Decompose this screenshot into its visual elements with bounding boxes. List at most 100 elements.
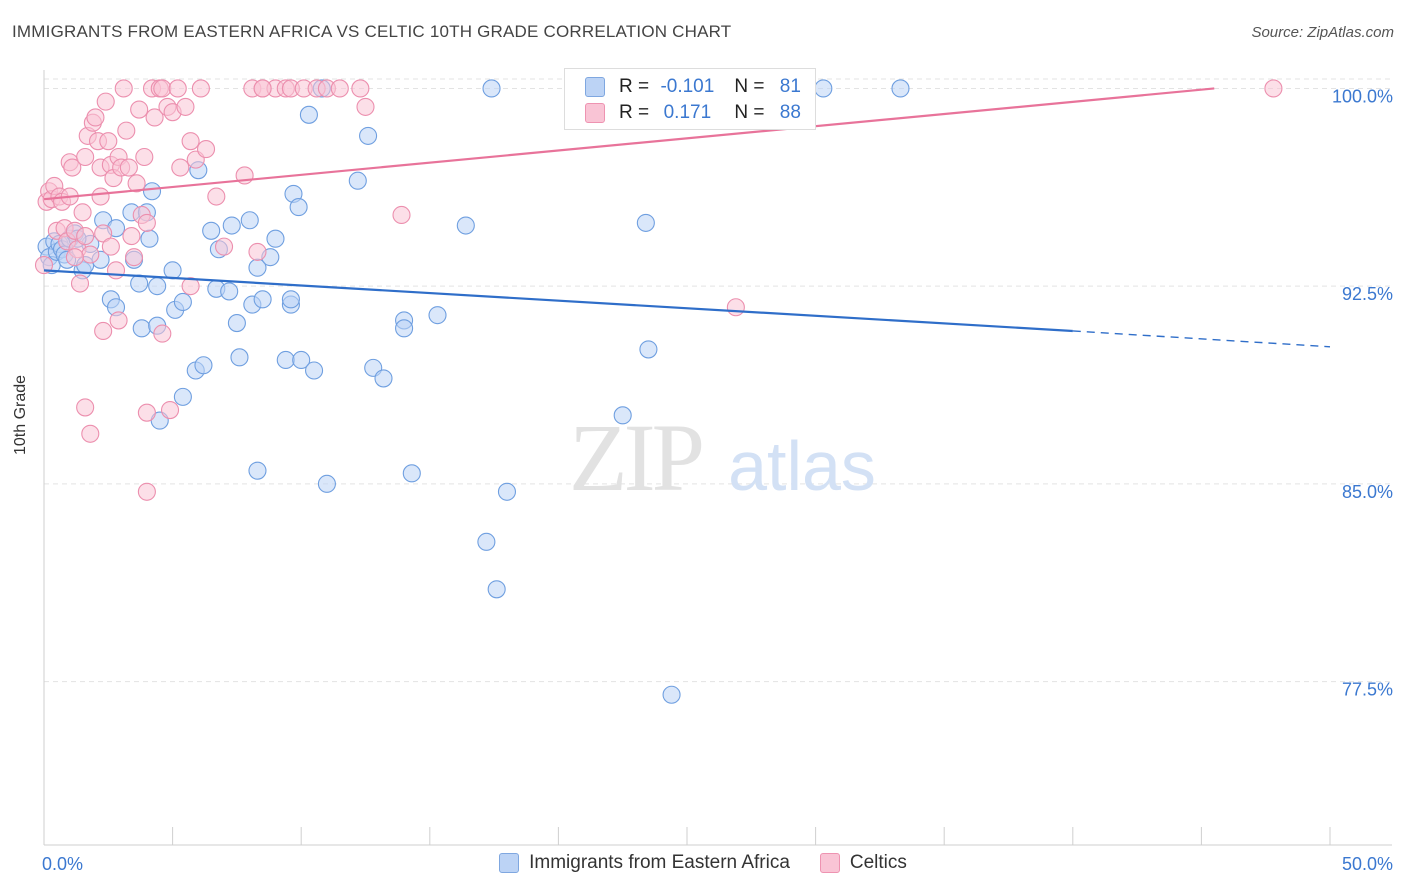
- legend-label: Immigrants from Eastern Africa: [529, 852, 790, 873]
- data-point-immigrants: [148, 277, 167, 296]
- data-point-immigrants: [266, 229, 285, 248]
- data-point-celtics: [122, 227, 141, 246]
- data-point-immigrants: [636, 213, 655, 232]
- data-point-immigrants: [289, 198, 308, 217]
- trend-line-immigrants-extension: [1072, 330, 1331, 348]
- data-point-immigrants: [497, 482, 517, 501]
- data-point-immigrants: [428, 306, 447, 325]
- data-point-immigrants: [222, 216, 241, 235]
- watermark: ZIP atlas: [569, 404, 876, 511]
- data-point-celtics: [207, 187, 226, 206]
- data-point-celtics: [176, 97, 195, 116]
- data-point-immigrants: [402, 464, 421, 483]
- series-immigrants-eastern-africa: [37, 79, 910, 704]
- data-point-celtics: [330, 79, 349, 98]
- data-point-immigrants: [292, 350, 311, 370]
- pink-swatch-icon: [585, 103, 605, 123]
- data-point-immigrants: [395, 319, 414, 338]
- data-point-celtics: [130, 100, 149, 119]
- data-point-celtics: [1264, 79, 1283, 98]
- trend-lines: [43, 87, 1331, 348]
- data-point-celtics: [101, 237, 120, 256]
- blue-swatch-icon: [585, 77, 605, 97]
- data-point-celtics: [153, 79, 172, 98]
- n-label: N =: [734, 102, 770, 123]
- data-point-immigrants: [891, 79, 910, 98]
- data-point-celtics: [160, 401, 180, 420]
- blue-swatch-icon: [499, 853, 520, 873]
- data-point-immigrants: [194, 356, 213, 375]
- stats-row-pink: R = 0.171 N = 88: [585, 100, 801, 126]
- data-point-immigrants: [173, 387, 192, 406]
- data-point-celtics: [181, 277, 200, 296]
- data-point-celtics: [91, 187, 110, 206]
- data-point-immigrants: [248, 461, 267, 480]
- y-tick-label: 92.5%: [1342, 284, 1393, 304]
- series-celtics: [34, 79, 1283, 501]
- r-label: R =: [619, 76, 655, 97]
- y-tick-label: 100.0%: [1332, 86, 1393, 106]
- source-label: Source: ZipAtlas.com: [1251, 24, 1394, 41]
- axes: [43, 70, 1392, 846]
- r-value: 0.171: [663, 102, 712, 123]
- data-point-celtics: [73, 203, 92, 222]
- data-point-celtics: [76, 227, 95, 246]
- data-point-immigrants: [613, 406, 632, 425]
- data-point-immigrants: [281, 290, 300, 309]
- data-point-celtics: [109, 311, 128, 330]
- data-point-celtics: [81, 424, 100, 443]
- y-tick-label: 77.5%: [1342, 680, 1393, 700]
- data-point-celtics: [351, 79, 370, 98]
- data-point-immigrants: [163, 261, 182, 280]
- data-point-celtics: [70, 274, 90, 293]
- data-point-immigrants: [477, 532, 496, 551]
- data-point-celtics: [76, 398, 95, 417]
- data-point-celtics: [96, 92, 115, 111]
- data-point-celtics: [214, 237, 234, 256]
- data-point-celtics: [196, 140, 216, 159]
- data-point-celtics: [127, 174, 146, 193]
- trend-line-immigrants: [43, 269, 1073, 333]
- data-point-celtics: [137, 482, 156, 501]
- data-point-celtics: [76, 147, 95, 167]
- data-point-celtics: [137, 403, 156, 422]
- stats-legend-box: R = -0.101 N = 81 R = 0.171 N = 88: [564, 68, 816, 130]
- n-label: N =: [734, 76, 770, 97]
- data-point-celtics: [168, 79, 187, 98]
- data-point-immigrants: [140, 229, 159, 248]
- data-point-celtics: [135, 147, 154, 167]
- n-value: 81: [779, 76, 801, 97]
- data-point-celtics: [181, 132, 200, 151]
- data-point-immigrants: [487, 580, 506, 599]
- data-point-immigrants: [456, 216, 475, 235]
- data-point-celtics: [65, 248, 84, 267]
- legend-label: Celtics: [849, 852, 907, 873]
- data-point-immigrants: [482, 79, 501, 98]
- data-point-immigrants: [240, 211, 259, 230]
- data-point-immigrants: [227, 314, 246, 333]
- y-tick-labels: 100.0% 92.5% 85.0% 77.5%: [1332, 86, 1393, 699]
- data-point-immigrants: [276, 350, 295, 370]
- data-point-celtics: [153, 324, 172, 343]
- data-point-celtics: [86, 108, 105, 127]
- data-point-celtics: [81, 245, 100, 264]
- pink-swatch-icon: [819, 853, 840, 873]
- watermark-zip: ZIP: [569, 404, 702, 511]
- data-point-immigrants: [130, 274, 149, 293]
- legend-item-immigrants: Immigrants from Eastern Africa: [499, 852, 790, 874]
- data-point-immigrants: [662, 685, 681, 704]
- data-point-immigrants: [348, 171, 367, 190]
- data-point-celtics: [356, 97, 375, 116]
- data-point-immigrants: [220, 282, 239, 301]
- data-point-celtics: [94, 321, 113, 341]
- data-point-celtics: [253, 79, 272, 98]
- data-point-celtics: [248, 242, 267, 261]
- x-tick-label: 0.0%: [42, 854, 83, 874]
- watermark-atlas: atlas: [728, 427, 876, 505]
- data-point-celtics: [137, 213, 156, 232]
- r-label: R =: [619, 102, 655, 123]
- data-point-immigrants: [374, 369, 393, 388]
- data-point-immigrants: [230, 348, 249, 367]
- data-point-immigrants: [299, 105, 318, 124]
- legend-item-celtics: Celtics: [819, 852, 907, 874]
